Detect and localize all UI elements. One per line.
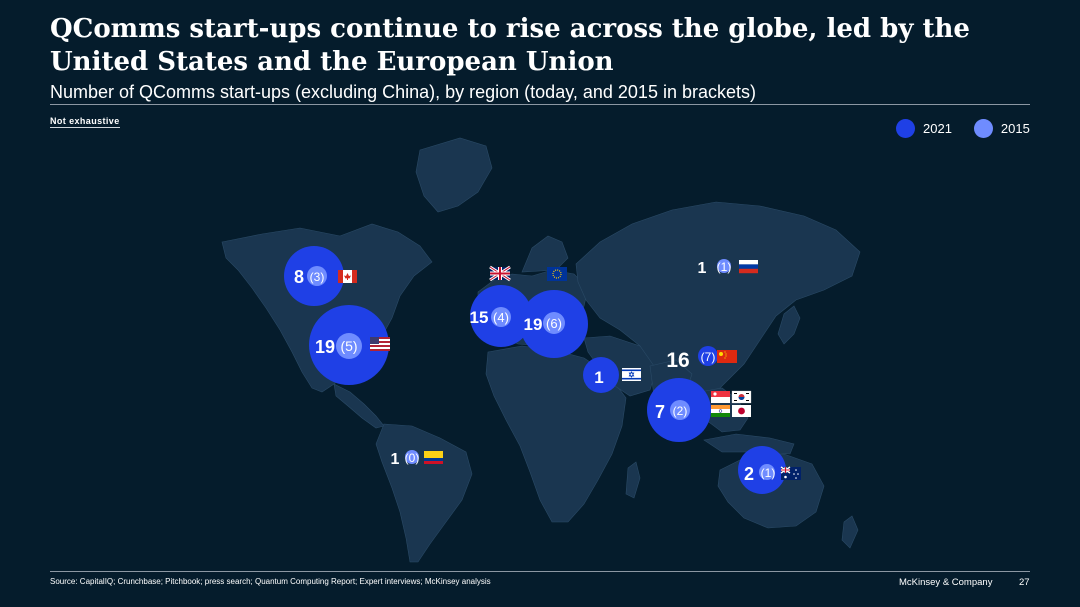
- bubble-2021-israel: [583, 357, 619, 393]
- region-israel[interactable]: 1: [583, 357, 641, 393]
- bubble-2015-canada: [307, 266, 327, 286]
- brand-name: McKinsey & Company: [899, 577, 993, 588]
- bubble-2015-uk: [491, 307, 511, 327]
- region-asia-group[interactable]: 7 (2): [647, 378, 752, 442]
- legend-dot-2021: [896, 119, 915, 138]
- region-bubbles: 8 (3) 19 (5): [284, 246, 801, 494]
- not-exhaustive-note: Not exhaustive: [50, 116, 120, 128]
- count-2015-canada: (3): [310, 270, 325, 284]
- footer-divider: [50, 571, 1030, 572]
- region-united-kingdom[interactable]: 15 (4): [470, 265, 532, 347]
- bubble-2015-us: [336, 333, 362, 359]
- bubble-2015-china: [698, 346, 718, 366]
- region-colombia[interactable]: 1 (0): [391, 450, 443, 468]
- legend-dot-2015: [973, 119, 993, 138]
- uk-flag-icon: [489, 265, 511, 282]
- central-america-landmass: [333, 383, 385, 429]
- asia-flags-icon: [711, 390, 752, 417]
- new-zealand-landmass: [841, 515, 859, 549]
- count-2015-asia: (2): [673, 404, 688, 418]
- count-2021-colombia: 1: [391, 451, 400, 468]
- region-russia[interactable]: 1 (1): [698, 259, 758, 277]
- us-flag-icon: [370, 337, 390, 351]
- bubble-2015-colombia: [405, 450, 419, 464]
- count-2015-us: (5): [340, 338, 357, 354]
- count-2021-china: 16: [666, 349, 689, 372]
- count-2021-canada: 8: [294, 267, 304, 287]
- region-canada[interactable]: 8 (3): [284, 246, 357, 306]
- page-subtitle: Number of QComms start-ups (excluding Ch…: [50, 82, 756, 102]
- china-flag-icon: [717, 350, 737, 363]
- scandinavia-landmass: [521, 235, 569, 273]
- legend-item-2021: 2021: [896, 119, 952, 138]
- africa-landmass: [485, 345, 627, 523]
- header-divider: [50, 104, 1030, 105]
- singapore-flag-icon: [711, 391, 730, 403]
- count-2015-australia: (1): [761, 466, 776, 480]
- count-2021-eu: 19: [524, 315, 543, 334]
- south-korea-flag-icon: [731, 390, 752, 404]
- russia-flag-icon: [739, 260, 758, 274]
- count-2015-colombia: (0): [405, 451, 420, 465]
- india-flag-icon: [711, 405, 730, 417]
- bubble-2015-asia: [670, 400, 690, 420]
- source-note: Source: CapitalIQ; Crunchbase; Pitchbook…: [50, 577, 491, 586]
- greenland-landmass: [415, 137, 493, 213]
- count-2015-eu: (6): [546, 316, 562, 331]
- canada-flag-icon: [338, 270, 357, 283]
- count-2021-us: 19: [315, 337, 335, 357]
- page-title: QComms start-ups continue to rise across…: [50, 14, 970, 77]
- asia-landmass: [575, 201, 861, 403]
- legend: 2021 2015: [896, 119, 1030, 138]
- region-european-union[interactable]: 19 (6): [520, 267, 588, 358]
- count-2021-australia: 2: [744, 464, 754, 484]
- count-2015-uk: (4): [493, 310, 509, 325]
- count-2021-uk: 15: [470, 308, 489, 327]
- south-america-landmass: [375, 423, 473, 563]
- region-united-states[interactable]: 19 (5): [309, 305, 390, 385]
- count-2021-russia: 1: [698, 260, 707, 277]
- legend-item-2015: 2015: [973, 119, 1030, 138]
- count-2021-israel: 1: [594, 368, 603, 387]
- australia-flag-icon: [780, 466, 801, 480]
- count-2021-asia: 7: [655, 402, 665, 422]
- madagascar-landmass: [625, 461, 641, 499]
- region-china[interactable]: 16 (7): [666, 346, 737, 372]
- count-2015-russia: (1): [717, 260, 732, 274]
- legend-label-2015: 2015: [1000, 121, 1030, 136]
- legend-label-2021: 2021: [923, 121, 952, 136]
- count-2015-china: (7): [701, 350, 716, 364]
- eu-flag-icon: [547, 267, 567, 281]
- japan-landmass: [777, 305, 801, 345]
- bubble-2015-russia: [717, 259, 731, 273]
- colombia-flag-icon: [424, 451, 443, 464]
- bubble-2015-eu: [543, 312, 565, 334]
- israel-flag-icon: [622, 368, 641, 381]
- region-australia[interactable]: 2 (1): [738, 446, 801, 494]
- bubble-2015-australia: [759, 464, 775, 480]
- page-number: 27: [1019, 577, 1030, 588]
- japan-flag-icon: [732, 405, 751, 417]
